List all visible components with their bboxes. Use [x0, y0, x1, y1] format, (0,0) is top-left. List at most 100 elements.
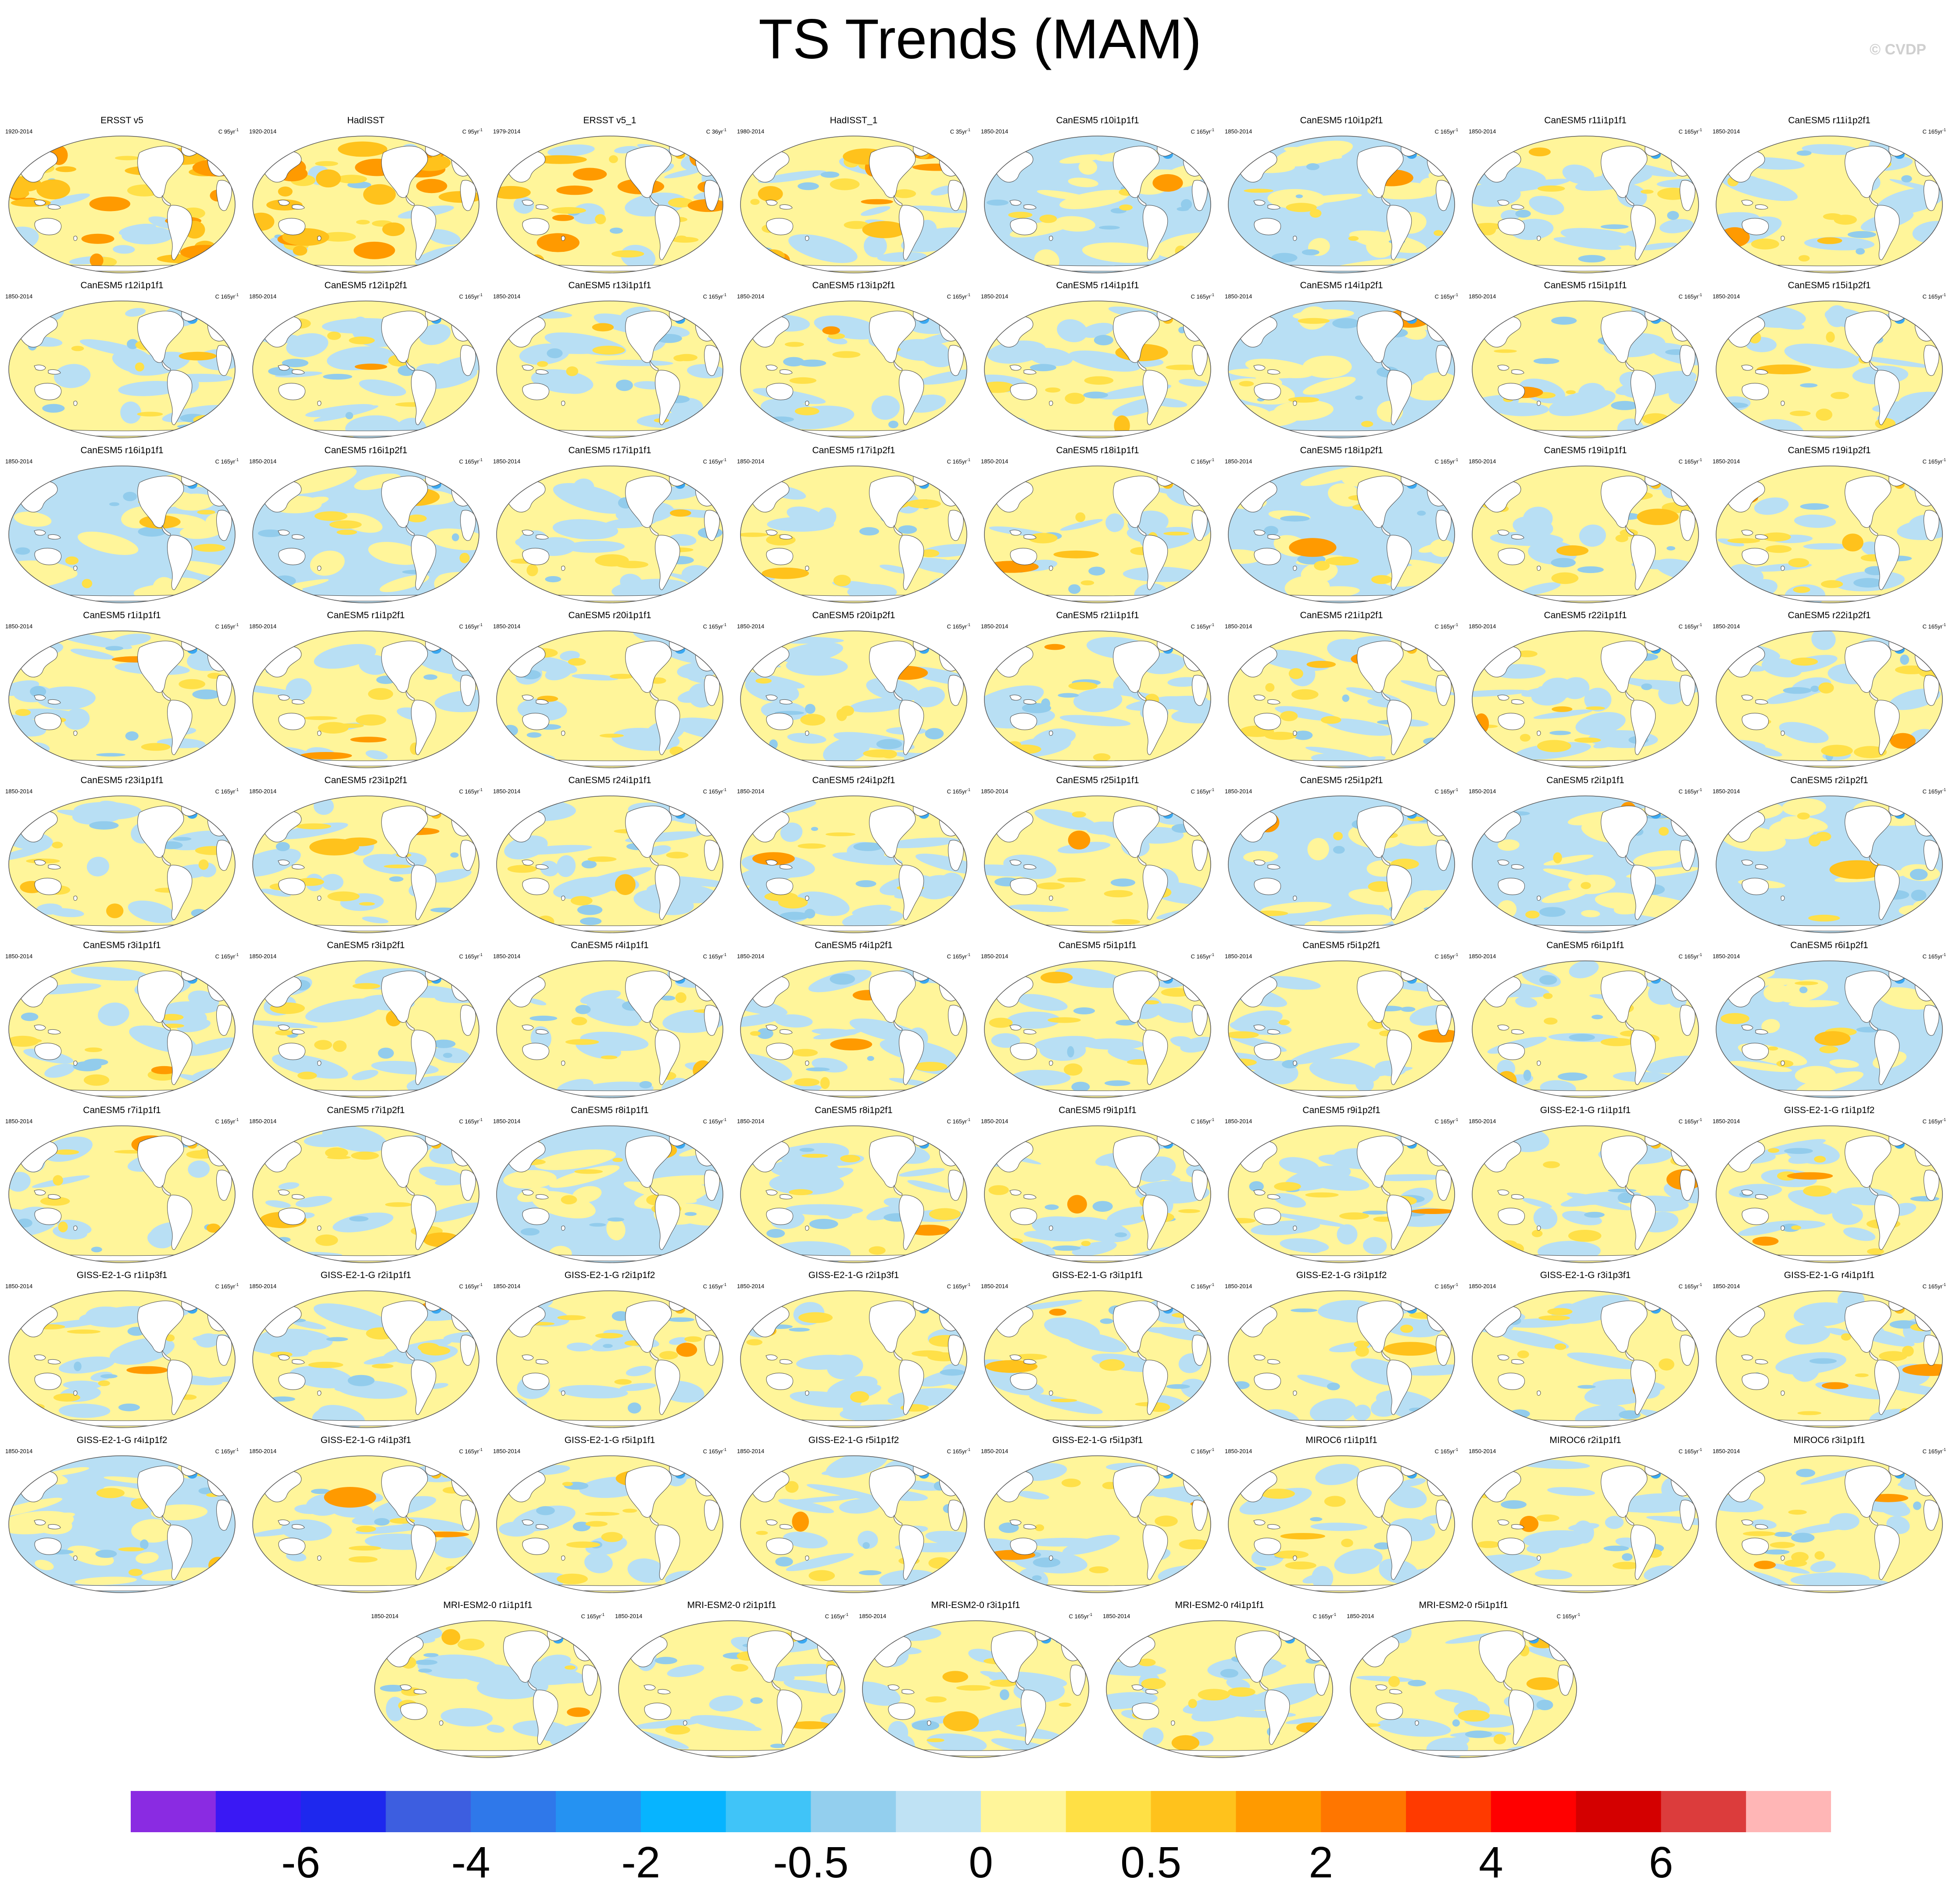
panel-period: 1850-2014 [5, 1283, 33, 1289]
panel-units: C 165yr-1 [703, 786, 726, 795]
trend-map [1228, 795, 1455, 933]
panel-units-text: C 165yr [1922, 293, 1942, 300]
panel-units-exponent: -1 [1210, 623, 1214, 627]
panel-units-exponent: -1 [479, 293, 483, 297]
trend-map [740, 795, 967, 933]
panel-period: 1850-2014 [1469, 788, 1496, 795]
panel-units-exponent: -1 [235, 293, 239, 297]
panel-period: 1850-2014 [1225, 128, 1252, 135]
trend-map [862, 1620, 1089, 1758]
map-panel: CanESM5 r18i1p1f1 1850-2014 C 165yr-1 [976, 445, 1220, 607]
panel-title: CanESM5 r7i1p1f1 [83, 1105, 161, 1115]
panel-title: CanESM5 r12i1p2f1 [324, 280, 408, 290]
map-panel: CanESM5 r2i1p2f1 1850-2014 C 165yr-1 [1707, 775, 1951, 937]
trend-map [496, 1455, 723, 1593]
panel-period: 1850-2014 [737, 623, 765, 630]
map-panel: CanESM5 r24i1p2f1 1850-2014 C 165yr-1 [732, 775, 976, 937]
panel-units-text: C 165yr [947, 1283, 967, 1290]
panel-period: 1850-2014 [737, 1448, 765, 1454]
trend-map [1228, 1125, 1455, 1263]
map-panel: CanESM5 r3i1p2f1 1850-2014 C 165yr-1 [244, 940, 488, 1102]
panel-units-text: C 165yr [1434, 293, 1455, 300]
panel-period: 1979-2014 [493, 128, 521, 135]
panel-units-text: C 165yr [1191, 458, 1211, 465]
panel-units-text: C 165yr [1556, 1613, 1577, 1620]
colorbar-swatch [1576, 1791, 1661, 1832]
map-panel: MRI-ESM2-0 r5i1p1f1 1850-2014 C 165yr-1 [1341, 1600, 1585, 1762]
panel-units: C 165yr-1 [947, 951, 970, 960]
panel-period: 1850-2014 [249, 1283, 277, 1289]
panel-units-exponent: -1 [235, 788, 239, 792]
panel-period: 1850-2014 [249, 1118, 277, 1125]
panel-units-text: C 165yr [825, 1613, 845, 1620]
trend-map [1716, 1125, 1943, 1263]
trend-map [1472, 630, 1699, 768]
panel-period: 1850-2014 [981, 1118, 1009, 1125]
panel-units-exponent: -1 [1942, 293, 1946, 297]
panel-period: 1920-2014 [5, 128, 33, 135]
trend-map [1106, 1620, 1333, 1758]
map-panel-grid: ERSST v5 1920-2014 C 95yr-1 HadISST 1920-201… [0, 115, 1951, 1762]
panel-period: 1920-2014 [249, 128, 277, 135]
trend-map [252, 301, 479, 438]
panel-units-text: C 165yr [1922, 458, 1942, 465]
panel-units-text: C 165yr [1922, 953, 1942, 960]
panel-title: ERSST v5_1 [583, 115, 637, 125]
panel-units-text: C 165yr [1191, 1283, 1211, 1290]
panel-units-exponent: -1 [722, 1117, 726, 1122]
panel-title: MIROC6 r1i1p1f1 [1305, 1435, 1377, 1445]
panel-units-exponent: -1 [1942, 623, 1946, 627]
colorbar-tick-label: 0 [969, 1838, 993, 1887]
panel-period: 1850-2014 [249, 788, 277, 795]
panel-period: 1850-2014 [5, 458, 33, 465]
panel-units-exponent: -1 [1210, 1282, 1214, 1287]
panel-period: 1850-2014 [1713, 1283, 1740, 1289]
panel-units-text: C 165yr [459, 953, 479, 960]
colorbar-swatch [1746, 1791, 1831, 1832]
trend-map [252, 630, 479, 768]
panel-period: 1850-2014 [493, 1283, 521, 1289]
panel-title: MIROC6 r2i1p1f1 [1549, 1435, 1621, 1445]
map-panel: CanESM5 r4i1p1f1 1850-2014 C 165yr-1 [488, 940, 732, 1102]
map-panel: ERSST v5 1920-2014 C 95yr-1 [0, 115, 244, 277]
map-panel: CanESM5 r24i1p1f1 1850-2014 C 165yr-1 [488, 775, 732, 937]
panel-units: C 165yr-1 [947, 291, 970, 300]
panel-units: C 165yr-1 [459, 621, 483, 630]
panel-period: 1850-2014 [1469, 623, 1496, 630]
map-panel: CanESM5 r14i1p1f1 1850-2014 C 165yr-1 [976, 280, 1220, 442]
map-panel: CanESM5 r11i1p2f1 1850-2014 C 165yr-1 [1707, 115, 1951, 277]
panel-units-exponent: -1 [1698, 1282, 1702, 1287]
panel-period: 1850-2014 [249, 293, 277, 300]
panel-units: C 165yr-1 [1191, 126, 1214, 135]
panel-units-exponent: -1 [1454, 293, 1458, 297]
trend-map [252, 795, 479, 933]
panel-units: C 165yr-1 [215, 1281, 239, 1290]
trend-map [252, 1125, 479, 1263]
trend-map [1350, 1620, 1577, 1758]
panel-title: CanESM5 r3i1p1f1 [83, 940, 161, 950]
panel-units-text: C 165yr [1922, 788, 1942, 795]
colorbar-tick-label: 2 [1309, 1838, 1333, 1887]
panel-units-exponent: -1 [1576, 1612, 1580, 1617]
panel-title: CanESM5 r1i1p1f1 [83, 610, 161, 620]
map-panel: CanESM5 r10i1p2f1 1850-2014 C 165yr-1 [1220, 115, 1463, 277]
panel-period: 1850-2014 [1713, 953, 1740, 960]
trend-map [1716, 795, 1943, 933]
trend-map [1716, 466, 1943, 603]
panel-units-text: C 165yr [703, 788, 723, 795]
colorbar-swatch [1321, 1791, 1406, 1832]
panel-title: CanESM5 r20i1p1f1 [568, 610, 651, 620]
panel-title: CanESM5 r16i1p2f1 [324, 445, 408, 455]
map-panel: CanESM5 r5i1p2f1 1850-2014 C 165yr-1 [1220, 940, 1463, 1102]
panel-units: C 165yr-1 [703, 621, 726, 630]
trend-map [984, 301, 1211, 438]
trend-map [1228, 960, 1455, 1098]
trend-map [984, 630, 1211, 768]
trend-map [8, 1290, 236, 1428]
panel-units-exponent: -1 [1942, 788, 1946, 792]
panel-units: C 165yr-1 [459, 1446, 483, 1455]
panel-units-text: C 165yr [1313, 1613, 1333, 1620]
panel-units: C 165yr-1 [215, 786, 239, 795]
map-panel: ERSST v5_1 1979-2014 C 36yr-1 [488, 115, 732, 277]
colorbar-tick-label: -4 [451, 1838, 490, 1887]
